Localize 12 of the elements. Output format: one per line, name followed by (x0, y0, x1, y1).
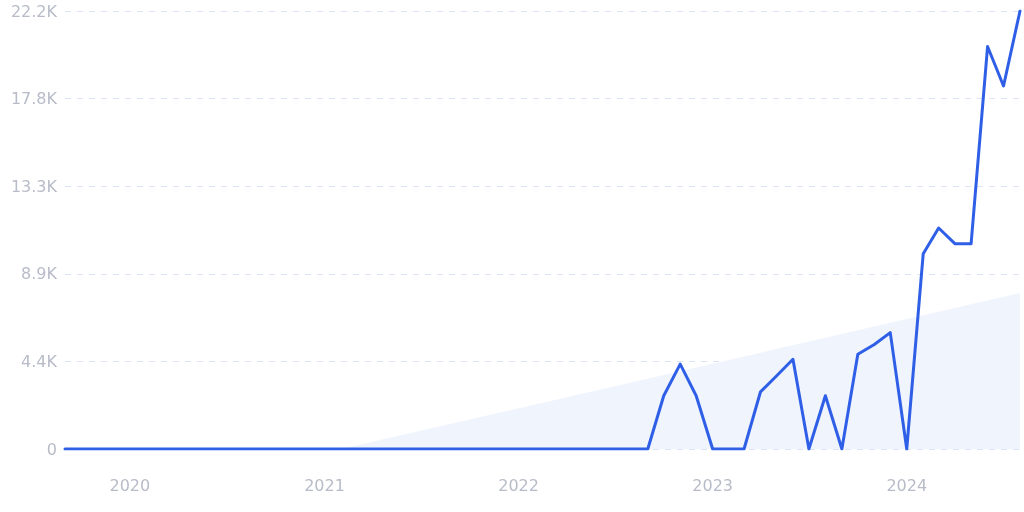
x-tick-label: 2022 (498, 475, 539, 495)
x-tick-label: 2024 (886, 475, 928, 495)
x-tick-label: 2020 (109, 475, 151, 495)
x-tick-label: 2023 (692, 475, 734, 495)
y-tick-label: 13.3K (10, 176, 58, 196)
y-tick-label: 4.4K (21, 351, 58, 371)
x-tick-label: 2021 (304, 475, 345, 495)
y-tick-label: 22.2K (10, 1, 58, 21)
y-tick-label: 17.8K (10, 89, 58, 109)
y-tick-label: 0 (46, 439, 57, 459)
line-series (63, 9, 1022, 451)
y-tick-label: 8.9K (21, 264, 58, 284)
